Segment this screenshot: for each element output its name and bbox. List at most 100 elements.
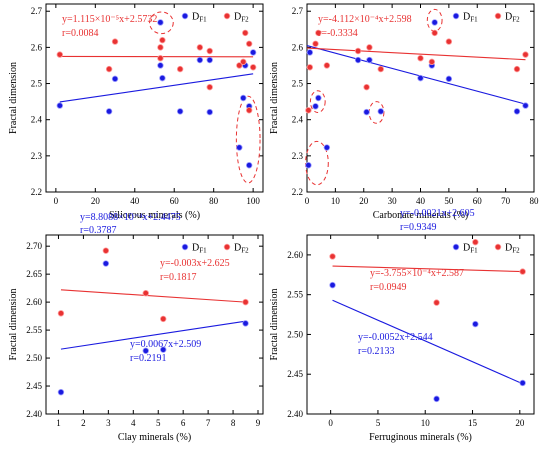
x-tick-label: 80 [530,196,540,206]
x-tick-label: 6 [181,418,186,428]
data-point-df2 [417,55,424,62]
legend-marker-df1 [181,243,189,251]
y-tick-label: 2.4 [31,115,43,125]
x-tick-label: 40 [416,196,426,206]
data-point-df2 [363,83,370,91]
x-tick-label: 10 [421,418,431,428]
y-tick-label: 2.50 [26,353,42,363]
data-point-df2 [519,268,526,275]
data-point-df1 [431,19,438,26]
chart-panel-1: 0 20 40 60 80 100 2.2 2.3 2.4 2.5 2.6 2.7 Siliceous … [8,3,264,236]
fit-equation-df2: y=-3.755×10⁻⁴x+2.587 [370,268,464,279]
data-point-df2 [236,62,243,69]
y-tick-label: 2.50 [287,329,303,339]
x-tick-label: 15 [468,418,478,428]
data-point-df2 [431,29,438,37]
x-tick-label: 40 [130,196,140,206]
data-point-df1 [176,108,184,115]
x-tick-label: 2 [81,418,86,428]
legend-label-df1: DF1 [192,12,207,24]
legend-marker-df2 [223,243,231,251]
data-point-df1 [236,144,243,151]
data-point-df2 [160,315,167,323]
data-point-df2 [102,247,110,254]
y-tick-label: 2.55 [26,325,42,335]
fit-line-df1 [332,299,523,385]
fit-equation-df1: y=-0.0052x+2.544 [358,332,433,343]
legend-marker-df1 [452,12,460,20]
y-tick-label: 2.3 [31,151,43,161]
fit-line-df2 [60,289,246,303]
y-tick-label: 2.65 [26,269,42,279]
data-point-df1 [242,320,249,327]
x-axis-label: Carbonate minerals (%) [373,210,469,221]
data-point-df2 [105,65,113,73]
x-tick-label: 20 [515,418,525,428]
data-point-df1 [56,102,64,109]
x-tick-label: 60 [170,196,180,206]
legend-label-df1: DF1 [192,243,207,255]
data-point-df2 [240,58,247,66]
data-point-df1 [159,74,166,82]
x-tick-label: 10 [331,196,341,206]
data-point-df1 [366,56,373,64]
x-tick-label: 4 [131,418,136,428]
y-tick-label: 2.60 [26,297,42,307]
legend-label-df2: DF2 [505,12,520,24]
x-tick-label: 20 [91,196,101,206]
x-tick-label: 3 [106,418,111,428]
x-tick-label: 9 [256,418,261,428]
data-point-df2 [57,310,65,317]
data-point-df1 [519,379,526,387]
data-point-df1 [363,108,370,116]
data-point-df1 [513,108,521,115]
highlight-ellipse [149,11,174,35]
data-point-df1 [160,346,167,353]
highlight-ellipse [305,140,329,186]
data-point-df1 [433,395,440,403]
x-axis-label: Clay minerals (%) [118,432,191,443]
x-axis-label: Ferruginous minerals (%) [369,432,472,443]
data-point-df2 [513,65,521,73]
data-point-df1 [157,62,164,69]
data-point-df2 [245,40,253,47]
data-point-df2 [159,36,166,44]
data-point-df2 [377,65,384,73]
data-point-df2 [196,44,204,51]
data-point-df2 [242,29,249,37]
data-point-df2 [312,40,319,47]
x-tick-label: 30 [388,196,398,206]
data-point-df1 [305,162,312,169]
data-point-df2 [242,298,249,306]
y-axis-label: Fractal dimension [8,289,19,361]
data-point-df1 [315,94,322,102]
y-axis-label: Fractal dimension [269,62,280,134]
data-point-df2 [323,62,331,69]
fit-equation-df1: y=0.0067x+2.509 [130,339,201,350]
data-point-df1 [417,74,424,82]
y-tick-label: 2.5 [31,79,43,89]
x-tick-label: 100 [246,196,260,206]
y-tick-label: 2.6 [292,42,304,52]
fit-line-df1 [306,45,526,105]
x-tick-label: 1 [56,418,61,428]
data-point-df1 [312,103,319,110]
fit-line-df2 [306,47,526,61]
data-point-df2 [354,47,362,55]
y-tick-label: 2.45 [26,381,42,391]
fit-equation-df2: y=-4.112×10⁻⁴x+2.598 [318,14,412,25]
data-point-df1 [206,108,213,116]
x-tick-label: 0 [328,418,333,428]
y-tick-label: 2.45 [287,369,303,379]
data-point-df1 [522,102,529,109]
fit-equation-df2: y=-0.003x+2.625 [160,258,230,269]
y-axis-label: Fractal dimension [269,289,280,361]
x-tick-label: 80 [209,196,219,206]
data-point-df1 [206,56,213,64]
data-point-df2 [157,55,164,62]
y-tick-label: 2.2 [31,187,42,197]
plot-frame [45,3,264,193]
data-point-df1 [329,281,336,289]
fit-r-value-df2: r=0.0949 [370,282,406,293]
legend-label-df2: DF2 [505,243,520,255]
